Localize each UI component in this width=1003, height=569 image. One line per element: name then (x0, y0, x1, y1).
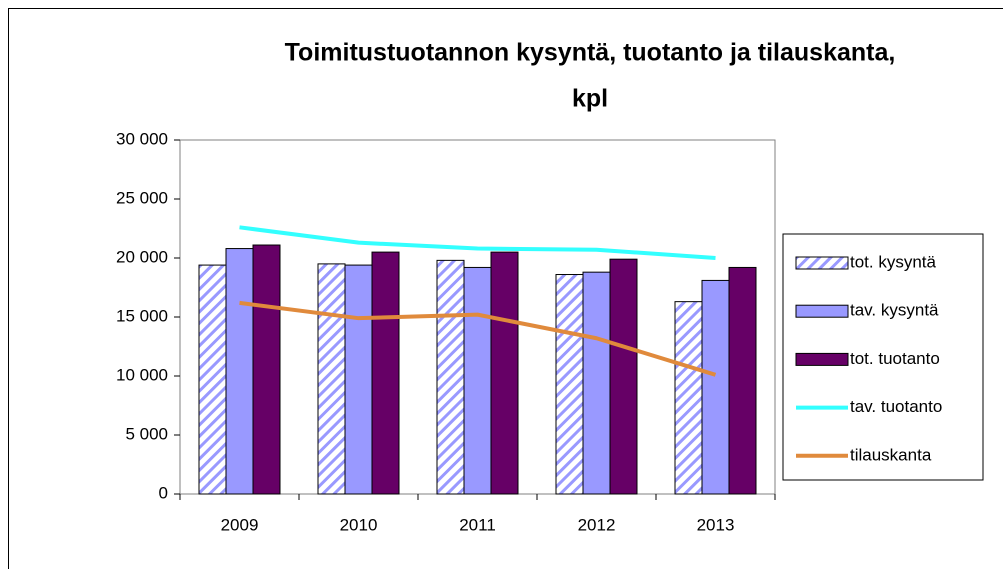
x-tick-label: 2012 (578, 515, 616, 534)
line (239, 225, 716, 260)
line (239, 300, 717, 377)
chart-title: Toimitustuotannon kysyntä, tuotanto ja t… (285, 39, 896, 67)
x-tick-label: 2013 (697, 515, 735, 534)
bar (317, 263, 346, 495)
legend-swatch (795, 304, 849, 318)
bar (371, 251, 400, 495)
bar (555, 274, 584, 495)
y-tick-label: 10 000 (116, 365, 168, 384)
bar (252, 244, 281, 495)
bar (463, 266, 492, 495)
y-tick-label: 25 000 (116, 188, 168, 207)
y-tick-label: 5 000 (125, 424, 168, 443)
x-tick-label: 2011 (459, 515, 496, 534)
legend-swatch (795, 352, 849, 366)
bar (728, 266, 757, 495)
bar (198, 264, 227, 495)
bar (344, 264, 373, 495)
bar (490, 251, 519, 495)
x-tick-label: 2009 (221, 515, 259, 534)
legend-label: tav. kysyntä (850, 301, 939, 320)
bar (701, 279, 730, 495)
legend-label: tot. tuotanto (850, 349, 940, 368)
legend-swatch (795, 256, 849, 270)
y-tick-label: 0 (159, 483, 168, 502)
y-tick-label: 30 000 (116, 129, 168, 148)
legend-label: tot. kysyntä (850, 252, 937, 271)
bar (582, 271, 611, 495)
y-tick-label: 15 000 (116, 306, 168, 325)
bar (609, 258, 638, 495)
bar (436, 259, 465, 495)
x-tick-label: 2010 (340, 515, 378, 534)
bar (674, 301, 703, 495)
y-tick-label: 20 000 (116, 247, 168, 266)
legend-label: tilauskanta (850, 445, 932, 464)
bar (225, 248, 254, 495)
legend-label: tav. tuotanto (850, 397, 942, 416)
chart-title: kpl (572, 85, 608, 113)
